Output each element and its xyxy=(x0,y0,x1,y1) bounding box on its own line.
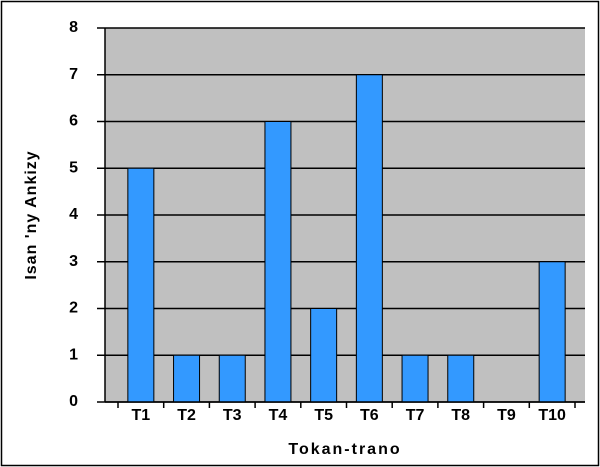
y-tick-label: 3 xyxy=(69,253,78,270)
y-tick-label: 5 xyxy=(69,159,78,176)
y-tick-label: 4 xyxy=(69,206,78,223)
x-tick-label: T3 xyxy=(223,407,242,424)
bar xyxy=(447,354,475,403)
y-tick-label: 6 xyxy=(69,113,78,130)
bar xyxy=(264,121,292,403)
y-tick-label: 0 xyxy=(69,393,78,410)
y-axis-label: Isan 'ny Ankizy xyxy=(23,150,40,279)
y-tick-label: 2 xyxy=(69,300,78,317)
x-tick-label: T5 xyxy=(314,407,333,424)
bar xyxy=(218,354,246,403)
bar xyxy=(173,354,201,403)
x-axis-label: Tokan-trano xyxy=(288,441,401,458)
bar xyxy=(538,261,566,403)
x-tick-label: T8 xyxy=(451,407,470,424)
bar xyxy=(355,74,383,403)
x-tick-label: T7 xyxy=(406,407,425,424)
x-tick-label: T4 xyxy=(269,407,288,424)
x-tick-label: T10 xyxy=(538,407,566,424)
x-tick-label: T1 xyxy=(132,407,151,424)
y-tick-label: 7 xyxy=(69,66,78,83)
bar xyxy=(127,167,155,403)
x-tick-label: T9 xyxy=(497,407,516,424)
bar xyxy=(310,308,338,403)
y-tick-label: 8 xyxy=(69,19,78,36)
x-tick-label: T6 xyxy=(360,407,379,424)
y-tick-label: 1 xyxy=(69,346,78,363)
x-tick-label: T2 xyxy=(177,407,196,424)
bar xyxy=(401,354,429,403)
